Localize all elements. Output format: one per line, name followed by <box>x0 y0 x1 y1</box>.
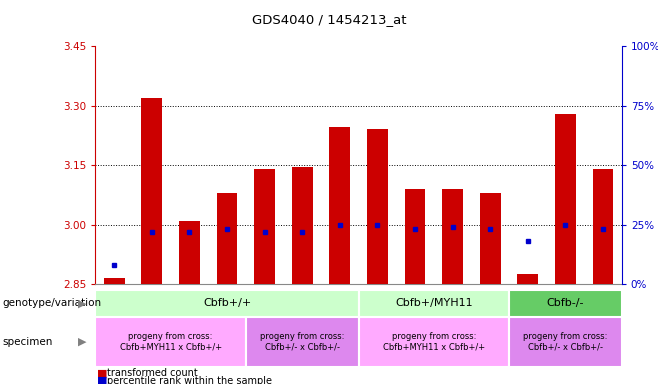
Bar <box>359 290 509 317</box>
Text: GDS4040 / 1454213_at: GDS4040 / 1454213_at <box>252 13 406 26</box>
Bar <box>367 129 388 284</box>
Bar <box>517 274 538 284</box>
Text: specimen: specimen <box>2 337 53 347</box>
Text: ■: ■ <box>97 376 108 384</box>
Bar <box>593 169 613 284</box>
Bar <box>480 193 501 284</box>
Text: progeny from cross:
Cbfb+/- x Cbfb+/-: progeny from cross: Cbfb+/- x Cbfb+/- <box>523 332 607 351</box>
Bar <box>95 317 246 367</box>
Bar <box>509 290 622 317</box>
Text: genotype/variation: genotype/variation <box>2 298 101 308</box>
Text: ▶: ▶ <box>78 298 87 308</box>
Bar <box>141 98 162 284</box>
Bar <box>246 317 359 367</box>
Text: transformed count: transformed count <box>107 368 198 378</box>
Bar <box>405 189 425 284</box>
Bar <box>104 278 124 284</box>
Bar <box>95 290 359 317</box>
Text: ▶: ▶ <box>78 337 87 347</box>
Text: progeny from cross:
Cbfb+MYH11 x Cbfb+/+: progeny from cross: Cbfb+MYH11 x Cbfb+/+ <box>120 332 222 351</box>
Bar <box>442 189 463 284</box>
Text: percentile rank within the sample: percentile rank within the sample <box>107 376 272 384</box>
Bar <box>509 317 622 367</box>
Text: progeny from cross:
Cbfb+/- x Cbfb+/-: progeny from cross: Cbfb+/- x Cbfb+/- <box>260 332 344 351</box>
Bar <box>359 317 509 367</box>
Bar <box>179 221 200 284</box>
Bar <box>555 114 576 284</box>
Text: Cbfb+/MYH11: Cbfb+/MYH11 <box>395 298 472 308</box>
Bar <box>254 169 275 284</box>
Text: Cbfb-/-: Cbfb-/- <box>547 298 584 308</box>
Bar <box>292 167 313 284</box>
Bar <box>330 127 350 284</box>
Text: ■: ■ <box>97 368 108 378</box>
Text: progeny from cross:
Cbfb+MYH11 x Cbfb+/+: progeny from cross: Cbfb+MYH11 x Cbfb+/+ <box>383 332 485 351</box>
Bar <box>216 193 238 284</box>
Text: Cbfb+/+: Cbfb+/+ <box>203 298 251 308</box>
